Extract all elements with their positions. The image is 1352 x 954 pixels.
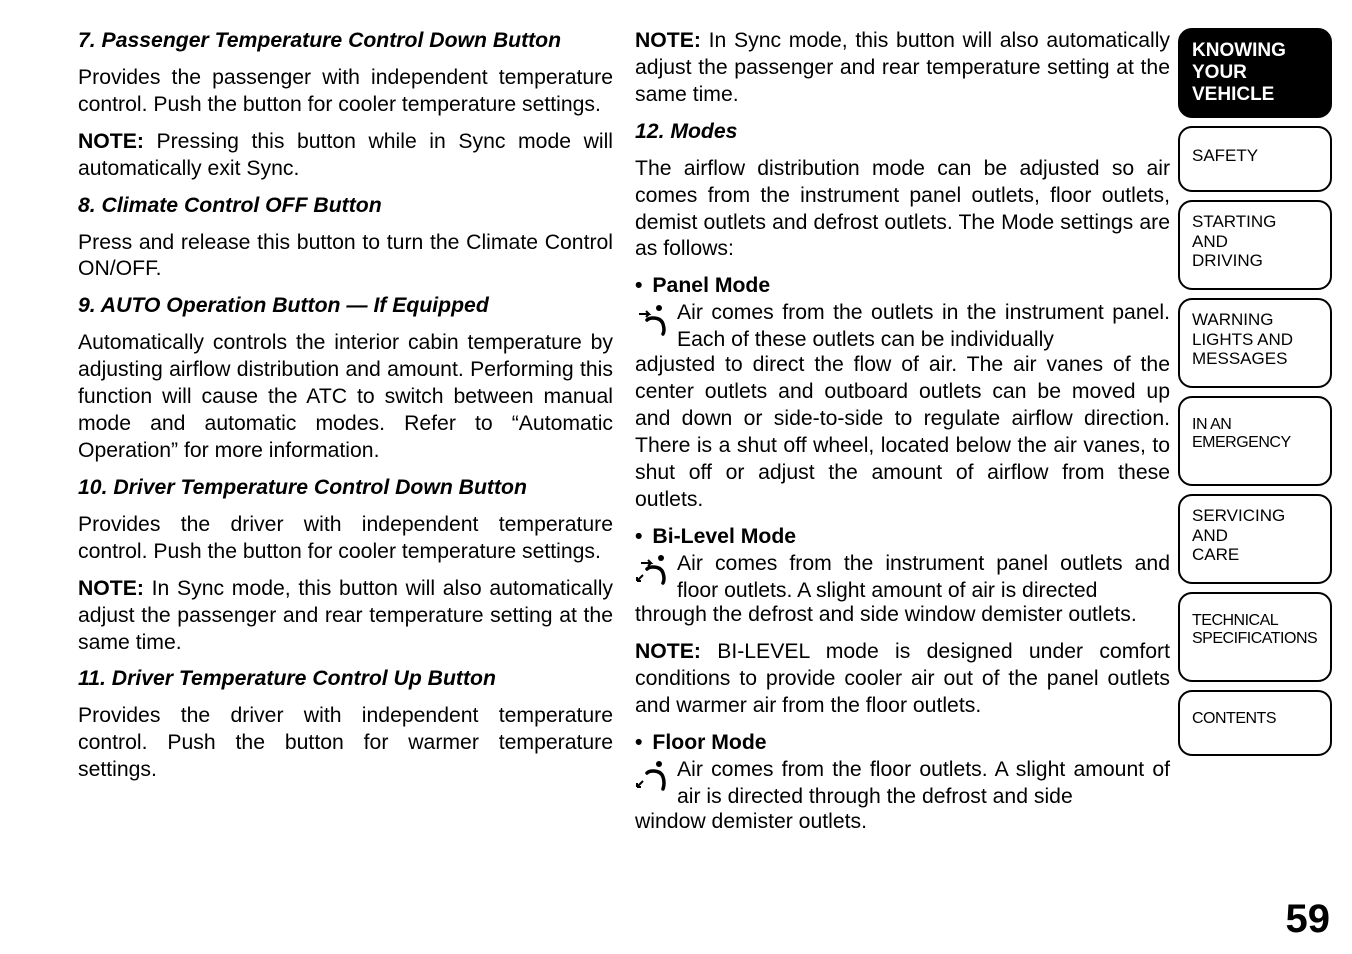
panel-mode-block: Air comes from the outlets in the instru… xyxy=(635,300,1170,354)
mode-title: Bi-Level Mode xyxy=(652,524,796,551)
tab-line: KNOWING xyxy=(1192,40,1320,62)
heading-10: 10. Driver Temperature Control Down Butt… xyxy=(78,475,613,502)
mode-lead-text: Air comes from the floor outlets. A slig… xyxy=(677,757,1170,811)
tab-line: VEHICLE xyxy=(1192,84,1320,106)
mode-rest-text: through the defrost and side window demi… xyxy=(635,602,1170,629)
mode-rest-text: window demister outlets. xyxy=(635,809,1170,836)
tab-line: CONTENTS xyxy=(1192,710,1320,728)
tab-emergency[interactable]: IN AN EMERGENCY xyxy=(1178,396,1332,486)
note-11-cont: NOTE: In Sync mode, this button will als… xyxy=(635,28,1170,109)
tab-line: EMERGENCY xyxy=(1192,434,1320,452)
page-number: 59 xyxy=(1286,897,1331,942)
heading-11: 11. Driver Temperature Control Up Button xyxy=(78,666,613,693)
tab-safety[interactable]: SAFETY xyxy=(1178,126,1332,192)
tab-line: TECHNICAL xyxy=(1192,612,1320,630)
para-12: The airflow distribution mode can be adj… xyxy=(635,156,1170,264)
tab-line: YOUR xyxy=(1192,62,1320,84)
mode-lead-text: Air comes from the instrument panel outl… xyxy=(677,551,1170,605)
tab-line: AND xyxy=(1192,526,1320,546)
tab-line: SPECIFICATIONS xyxy=(1192,630,1320,648)
floor-mode-icon xyxy=(635,757,677,801)
tab-line: IN AN xyxy=(1192,416,1320,434)
tab-warning-lights[interactable]: WARNING LIGHTS AND MESSAGES xyxy=(1178,298,1332,388)
note-bilevel: NOTE: BI-LEVEL mode is designed under co… xyxy=(635,639,1170,720)
bilevel-mode-heading: • Bi-Level Mode xyxy=(635,524,1170,551)
tab-line: SERVICING xyxy=(1192,506,1320,526)
floor-mode-block: Air comes from the floor outlets. A slig… xyxy=(635,757,1170,811)
heading-9: 9. AUTO Operation Button — If Equipped xyxy=(78,293,613,320)
note-label: NOTE: xyxy=(635,640,701,663)
note-7: NOTE: Pressing this button while in Sync… xyxy=(78,129,613,183)
mode-title: Floor Mode xyxy=(652,730,766,757)
floor-mode-heading: • Floor Mode xyxy=(635,730,1170,757)
note-label: NOTE: xyxy=(78,577,144,600)
tab-line: AND xyxy=(1192,232,1320,252)
tab-servicing[interactable]: SERVICING AND CARE xyxy=(1178,494,1332,584)
para-7: Provides the passenger with independent … xyxy=(78,65,613,119)
note-label: NOTE: xyxy=(78,130,144,153)
heading-12: 12. Modes xyxy=(635,119,1170,146)
tab-technical[interactable]: TECHNICAL SPECIFICATIONS xyxy=(1178,592,1332,682)
bullet: • xyxy=(635,524,642,551)
sidebar-nav: KNOWING YOUR VEHICLE SAFETY STARTING AND… xyxy=(1178,28,1332,764)
heading-7: 7. Passenger Temperature Control Down Bu… xyxy=(78,28,613,55)
note-label: NOTE: xyxy=(635,29,701,52)
panel-mode-heading: • Panel Mode xyxy=(635,273,1170,300)
tab-line: STARTING xyxy=(1192,212,1320,232)
tab-line: CARE xyxy=(1192,545,1320,565)
bilevel-mode-icon xyxy=(635,551,677,595)
note-text: In Sync mode, this button will also auto… xyxy=(635,29,1170,106)
page-content: 7. Passenger Temperature Control Down Bu… xyxy=(0,0,1180,954)
bullet: • xyxy=(635,273,642,300)
heading-8: 8. Climate Control OFF Button xyxy=(78,193,613,220)
note-text: In Sync mode, this button will also auto… xyxy=(78,577,613,654)
tab-contents[interactable]: CONTENTS xyxy=(1178,690,1332,756)
bullet: • xyxy=(635,730,642,757)
tab-line: DRIVING xyxy=(1192,251,1320,271)
tab-line: MESSAGES xyxy=(1192,349,1320,369)
tab-line: LIGHTS AND xyxy=(1192,330,1320,350)
mode-rest-text: adjusted to direct the flow of air. The … xyxy=(635,352,1170,514)
note-text: Pressing this button while in Sync mode … xyxy=(78,130,613,180)
para-8: Press and release this button to turn th… xyxy=(78,230,613,284)
mode-lead-text: Air comes from the outlets in the instru… xyxy=(677,300,1170,354)
note-10: NOTE: In Sync mode, this button will als… xyxy=(78,576,613,657)
tab-starting-driving[interactable]: STARTING AND DRIVING xyxy=(1178,200,1332,290)
para-9: Automatically controls the interior cabi… xyxy=(78,330,613,465)
bilevel-mode-block: Air comes from the instrument panel outl… xyxy=(635,551,1170,605)
mode-title: Panel Mode xyxy=(652,273,770,300)
tab-line: WARNING xyxy=(1192,310,1320,330)
right-column: NOTE: In Sync mode, this button will als… xyxy=(635,28,1170,954)
tab-knowing-vehicle[interactable]: KNOWING YOUR VEHICLE xyxy=(1178,28,1332,118)
para-11: Provides the driver with independent tem… xyxy=(78,703,613,784)
para-10: Provides the driver with independent tem… xyxy=(78,512,613,566)
note-text: BI-LEVEL mode is designed under comfort … xyxy=(635,640,1170,717)
panel-mode-icon xyxy=(635,300,677,344)
tab-line: SAFETY xyxy=(1192,146,1320,166)
left-column: 7. Passenger Temperature Control Down Bu… xyxy=(78,28,613,954)
